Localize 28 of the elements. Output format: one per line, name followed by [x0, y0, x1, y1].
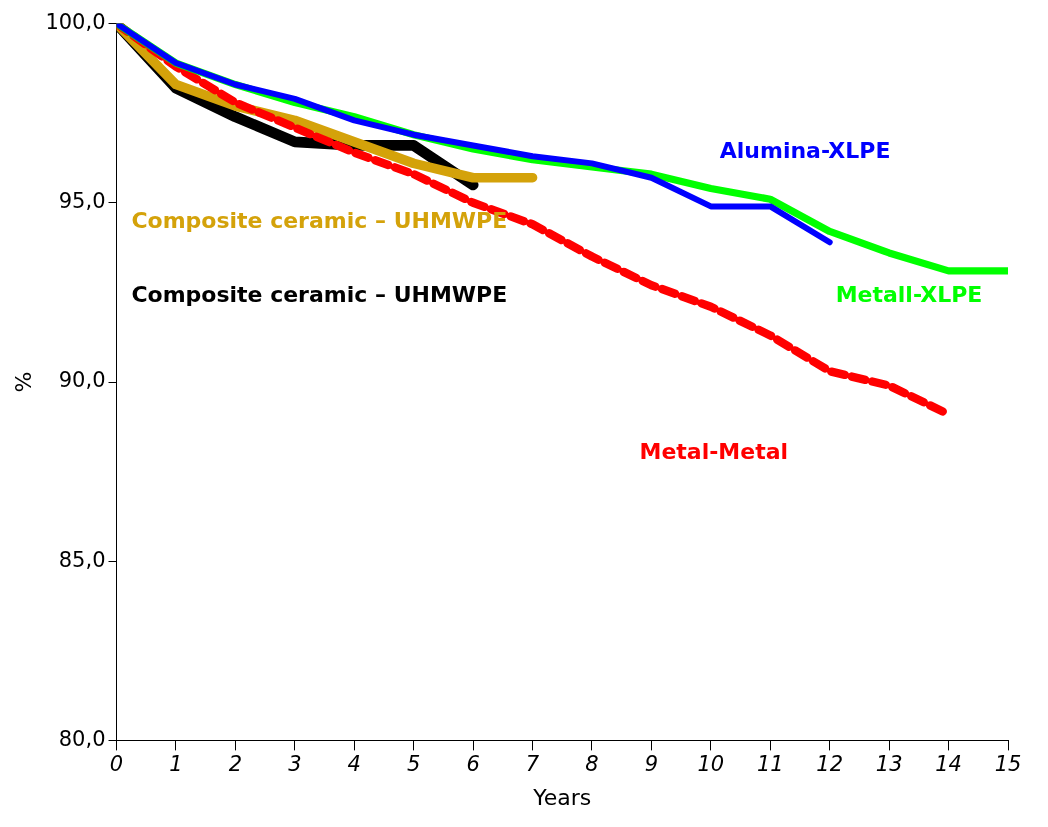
x-tick-label: 6 — [466, 752, 480, 777]
x-tick-label: 12 — [816, 752, 844, 777]
series-label: Metall-XLPE — [835, 281, 983, 307]
x-tick-label: 7 — [525, 752, 540, 777]
x-tick-label: 2 — [228, 752, 243, 777]
x-tick-label: 9 — [644, 752, 659, 777]
x-tick-label: 3 — [288, 752, 302, 777]
x-tick-label: 11 — [756, 752, 784, 777]
y-tick-label: 90,0 — [58, 368, 106, 393]
y-tick-label: 100,0 — [45, 10, 106, 35]
series-label: Composite ceramic – UHMWPE — [131, 208, 508, 234]
text: Composite ceramic – UHMWPE — [131, 281, 508, 307]
y-tick-label: 95,0 — [58, 189, 106, 214]
x-tick-label: 8 — [585, 752, 599, 777]
x-tick-label: 15 — [994, 752, 1022, 777]
y-tick-label: 80,0 — [58, 726, 106, 751]
y-tick-label: 85,0 — [58, 547, 106, 572]
x-tick-label: 5 — [406, 752, 421, 777]
x-tick-label: 0 — [109, 752, 124, 777]
series-label: Alumina-XLPE — [719, 138, 891, 164]
x-tick-label: 4 — [347, 752, 361, 777]
y-axis-title: % — [10, 371, 36, 393]
x-tick-label: 1 — [169, 752, 183, 777]
x-tick-label: 10 — [697, 752, 725, 777]
x-tick-label: 14 — [935, 752, 962, 777]
text: Metal-Metal — [639, 439, 789, 465]
x-tick-label: 13 — [875, 752, 903, 777]
x-axis-title: Years — [532, 784, 592, 810]
